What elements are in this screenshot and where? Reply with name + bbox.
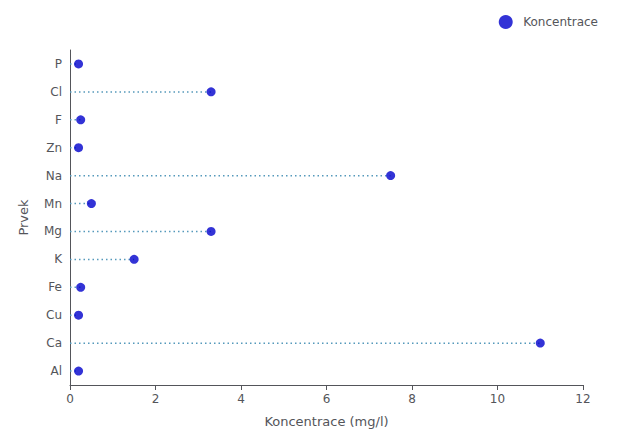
svg-text:Prvek: Prvek [16,199,31,236]
svg-text:4: 4 [237,392,245,406]
svg-text:0: 0 [66,392,74,406]
svg-text:Mg: Mg [44,224,62,238]
svg-text:P: P [55,57,62,71]
svg-text:10: 10 [490,392,505,406]
svg-text:Cu: Cu [46,308,62,322]
svg-text:Mn: Mn [44,197,62,211]
svg-text:2: 2 [152,392,160,406]
svg-text:6: 6 [323,392,331,406]
svg-text:K: K [54,252,63,266]
svg-text:Zn: Zn [46,141,62,155]
svg-text:Koncentrace (mg/l): Koncentrace (mg/l) [264,414,388,429]
svg-text:8: 8 [408,392,416,406]
svg-text:Koncentrace: Koncentrace [523,15,598,29]
svg-text:Na: Na [46,169,62,183]
svg-text:Cl: Cl [50,85,62,99]
svg-text:12: 12 [575,392,590,406]
svg-text:Ca: Ca [46,336,62,350]
svg-text:F: F [55,113,62,127]
svg-text:Fe: Fe [48,280,62,294]
svg-text:Al: Al [50,364,62,378]
